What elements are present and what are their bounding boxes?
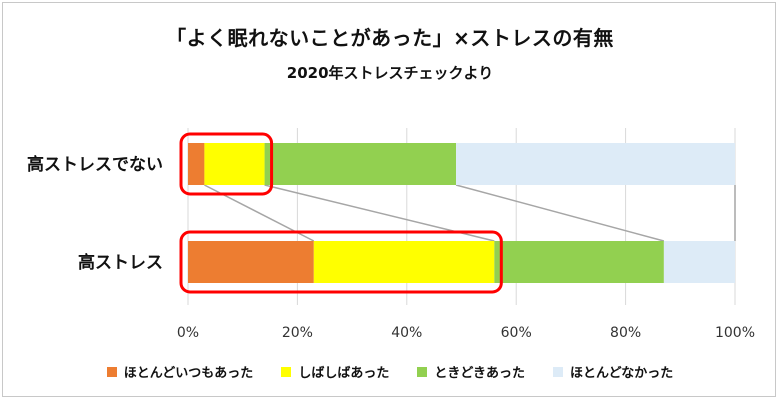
category-label: 高ストレスでない: [27, 154, 163, 175]
x-tick-label: 0%: [177, 325, 199, 341]
bar-segment: [456, 143, 735, 185]
bar-segment: [188, 241, 314, 283]
bar-segment: [494, 241, 664, 283]
x-tick-label: 20%: [282, 325, 313, 341]
chart-subtitle: 2020年ストレスチェックより: [286, 64, 494, 82]
x-tick-label: 40%: [391, 325, 422, 341]
highlight-box: [179, 230, 503, 294]
bar-segment: [663, 241, 735, 283]
bar-segment: [188, 143, 205, 185]
highlight-boxes: [179, 132, 503, 294]
bars: [188, 143, 735, 283]
x-tick-label: 100%: [715, 325, 755, 341]
series-connector: [455, 184, 665, 242]
bar-segment: [264, 143, 457, 185]
legend-item: しばしばあった: [281, 362, 389, 381]
bar-segment: [313, 241, 495, 283]
legend-label: ほとんどいつもあった: [123, 366, 254, 381]
chart-frame: [2, 2, 776, 397]
x-tick-labels: 0% 20% 40% 60% 80% 100%: [177, 325, 755, 341]
legend-label: しばしばあった: [298, 366, 390, 381]
highlight-box: [179, 132, 274, 196]
legend-swatch: [281, 366, 292, 377]
legend-swatch: [552, 366, 563, 377]
category-label: 高ストレス: [78, 252, 163, 273]
legend-item: ほとんどなかった: [552, 362, 674, 381]
bar-segment: [204, 143, 265, 185]
chart-title: 「よく眠れないことがあった」×ストレスの有無: [166, 26, 614, 50]
x-tick-label: 60%: [501, 325, 532, 341]
legend-label: ほとんどなかった: [569, 366, 674, 381]
legend-swatch: [106, 366, 117, 377]
legend-item: ほとんどいつもあった: [106, 362, 254, 381]
legend: ほとんどいつもあった しばしばあった ときどきあった ほとんどなかった: [0, 362, 780, 381]
x-tick-label: 80%: [610, 325, 641, 341]
legend-swatch: [417, 366, 428, 377]
legend-item: ときどきあった: [417, 362, 525, 381]
legend-label: ときどきあった: [434, 366, 525, 381]
